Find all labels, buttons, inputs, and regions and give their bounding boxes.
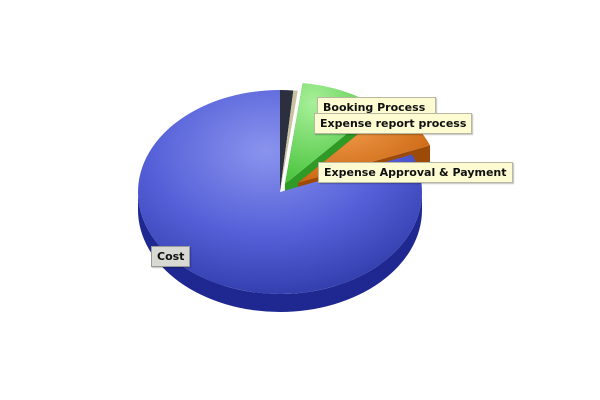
slice-dark xyxy=(280,90,294,192)
slice-cost xyxy=(137,90,422,294)
slice-booking-process xyxy=(280,90,298,192)
slice-label-expense-report-process: Expense report process xyxy=(314,113,473,134)
slice-label-cost: Cost xyxy=(151,246,191,267)
slice-cost-side xyxy=(138,192,422,312)
slice-label-booking-process: Booking Process xyxy=(317,97,437,118)
slice-label-expense-approval-payment: Expense Approval & Payment xyxy=(318,162,513,183)
